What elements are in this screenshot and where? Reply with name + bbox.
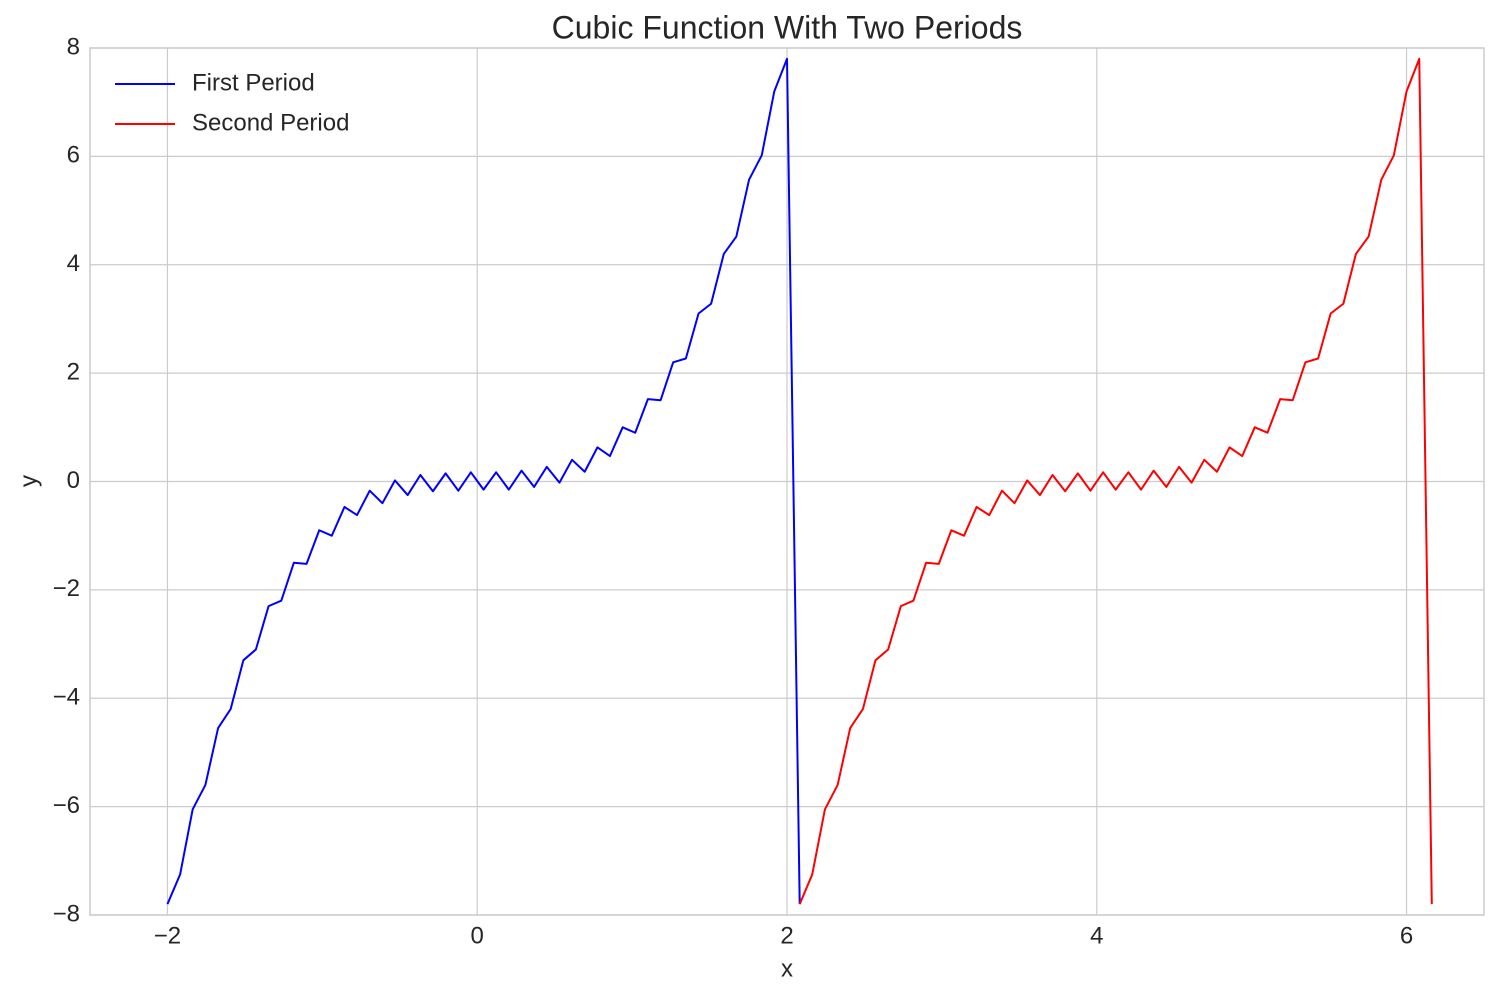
x-axis-label: x (781, 955, 793, 982)
x-tick-label: 6 (1400, 922, 1413, 949)
y-tick-label: −4 (53, 684, 80, 711)
y-tick-label: 6 (67, 142, 80, 169)
y-axis-label: y (15, 475, 42, 487)
x-tick-label: −2 (154, 922, 181, 949)
legend-label: Second Period (192, 109, 349, 136)
line-series (798, 57, 1433, 905)
legend-label: First Period (192, 69, 315, 96)
y-tick-label: −8 (53, 900, 80, 927)
y-tick-label: −6 (53, 792, 80, 819)
y-tick-label: 8 (67, 33, 80, 60)
x-tick-label: 4 (1090, 922, 1103, 949)
chart-title: Cubic Function With Two Periods (552, 9, 1023, 45)
x-tick-label: 2 (780, 922, 793, 949)
plot-frame (89, 47, 1485, 916)
y-tick-label: 4 (67, 250, 80, 277)
x-tick-label: 0 (471, 922, 484, 949)
y-tick-label: 2 (67, 358, 80, 385)
line-series (166, 57, 801, 905)
y-tick-label: −2 (53, 575, 80, 602)
y-tick-label: 0 (67, 467, 80, 494)
